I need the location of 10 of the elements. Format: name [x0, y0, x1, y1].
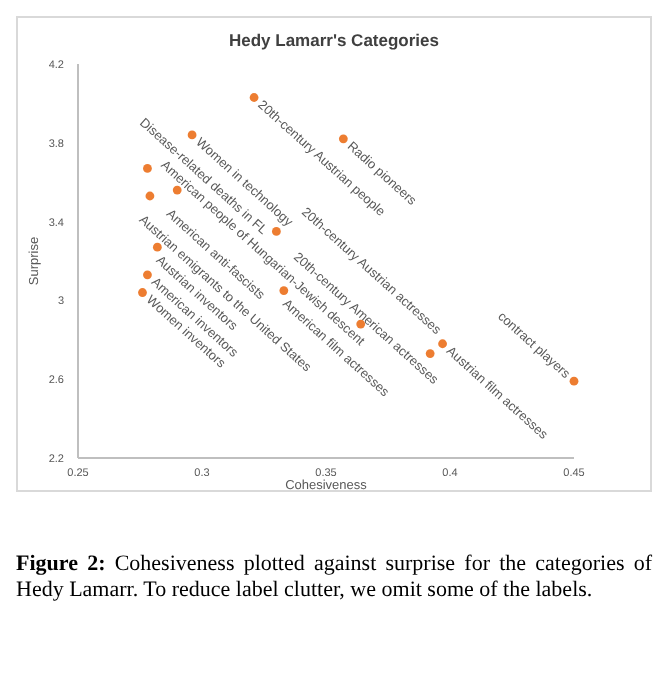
point — [338, 134, 348, 144]
point — [569, 376, 579, 386]
point — [249, 93, 259, 102]
point — [272, 227, 281, 236]
chart-title: Hedy Lamarr's Categories — [228, 30, 440, 50]
point — [438, 339, 447, 349]
point — [145, 191, 155, 201]
point — [143, 270, 152, 280]
point — [138, 288, 147, 297]
caption: Figure 2: Cohesiveness plotted against surprise for the categories of Hedy Lamarr. To reduce label clutter, we omit some of the labels. — [16, 552, 652, 604]
